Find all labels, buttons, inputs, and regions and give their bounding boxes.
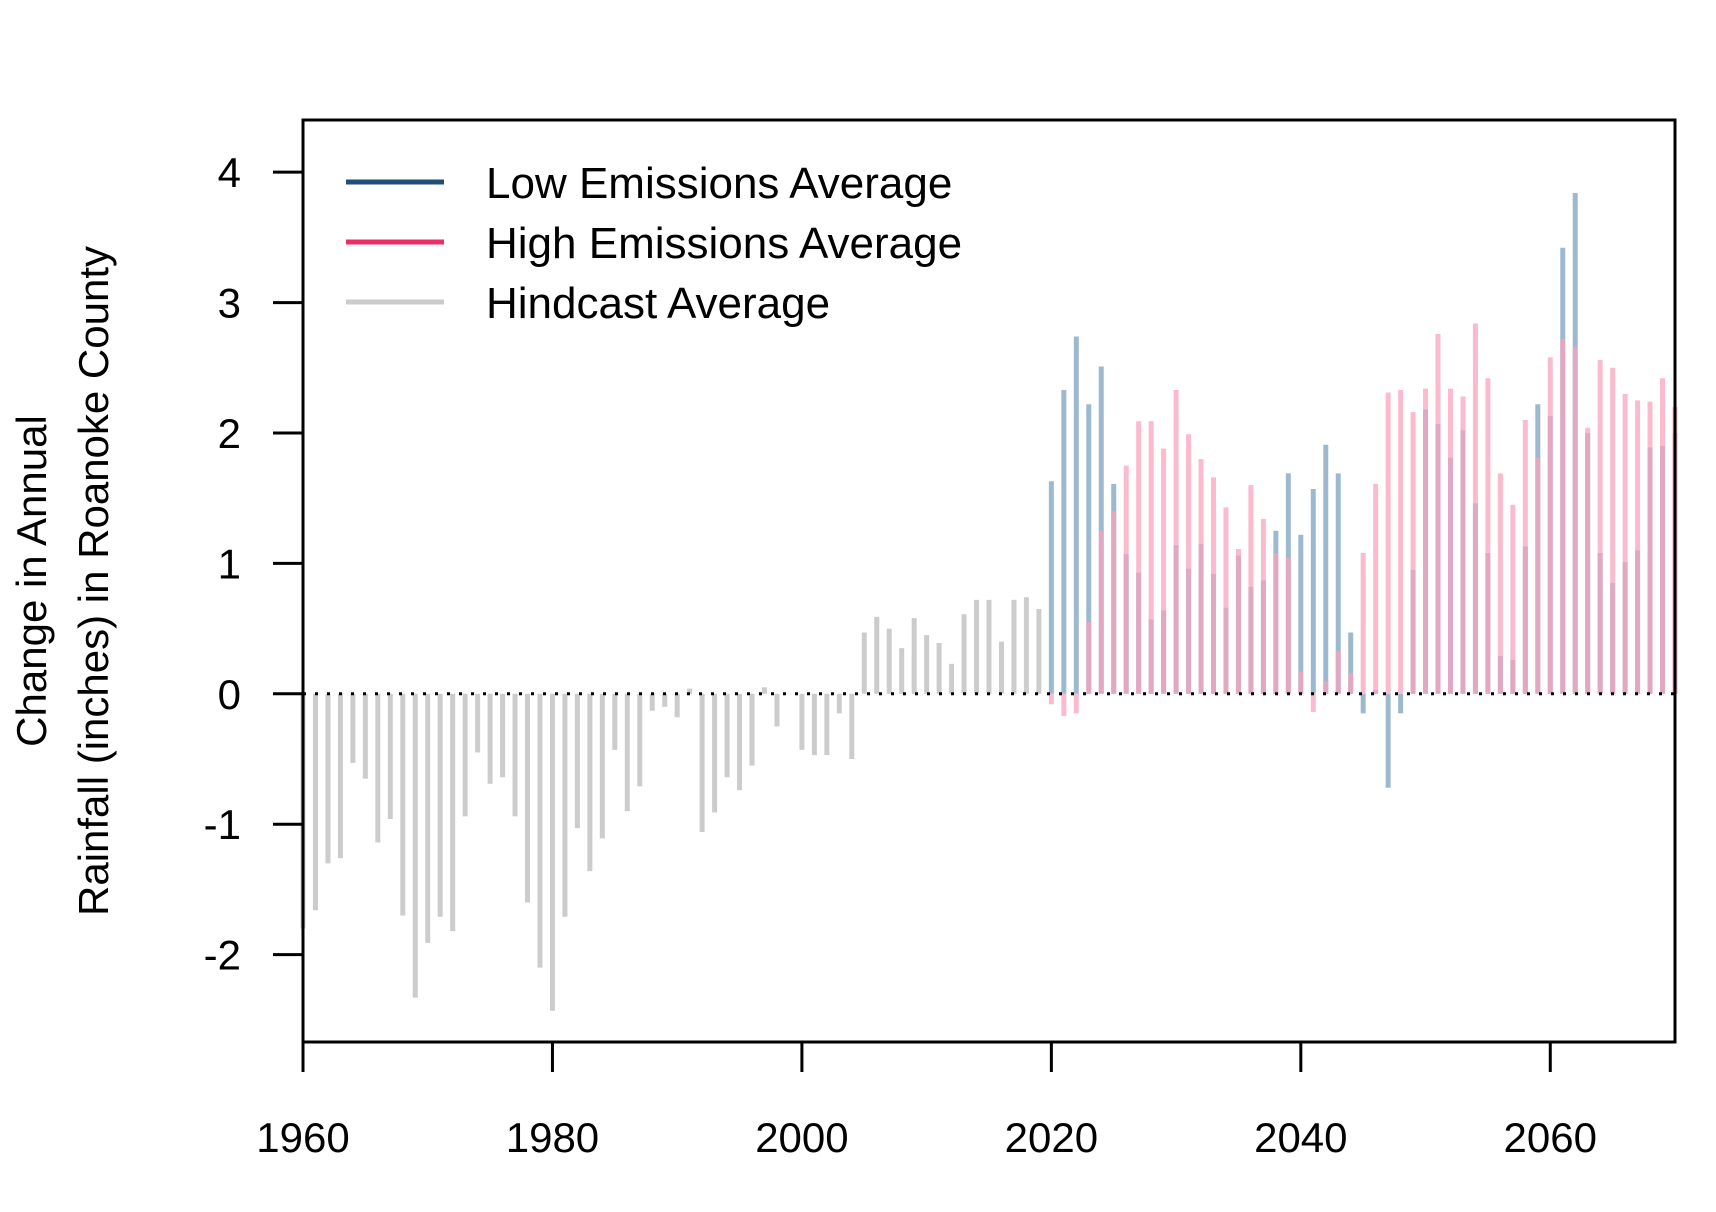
high-emissions-bars bbox=[1048, 323, 1678, 716]
y-tick-label-2: 2 bbox=[218, 410, 241, 457]
x-tick-label-1980: 1980 bbox=[506, 1114, 599, 1161]
y-tick-label-1: 1 bbox=[218, 540, 241, 587]
x-tick-label-1960: 1960 bbox=[256, 1114, 349, 1161]
y-tick-label--1: -1 bbox=[204, 801, 241, 848]
y-axis-label-line1: Change in Annual bbox=[8, 415, 55, 747]
y-axis-label: Change in Annual Rainfall (inches) in Ro… bbox=[8, 246, 117, 916]
hindcast-bars bbox=[300, 597, 1042, 1011]
y-tick-label-3: 3 bbox=[218, 280, 241, 327]
legend-label-high-emissions: High Emissions Average bbox=[486, 219, 962, 268]
low-emissions-bars bbox=[1048, 193, 1678, 788]
legend-label-low-emissions: Low Emissions Average bbox=[486, 159, 952, 208]
x-tick-label-2000: 2000 bbox=[755, 1114, 848, 1161]
y-tick-label-0: 0 bbox=[218, 671, 241, 718]
legend: Low Emissions Average High Emissions Ave… bbox=[346, 159, 962, 328]
x-tick-label-2060: 2060 bbox=[1504, 1114, 1597, 1161]
y-tick-label-4: 4 bbox=[218, 149, 241, 196]
x-tick-label-2020: 2020 bbox=[1005, 1114, 1098, 1161]
legend-label-hindcast: Hindcast Average bbox=[486, 279, 830, 328]
y-axis-label-line2: Rainfall (inches) in Roanoke County bbox=[70, 246, 117, 916]
x-axis: 1960 1980 2000 2020 2040 2060 bbox=[256, 1040, 1597, 1161]
y-axis: -2 -1 0 1 2 3 4 bbox=[204, 149, 305, 979]
x-tick-label-2040: 2040 bbox=[1254, 1114, 1347, 1161]
y-tick-label--2: -2 bbox=[204, 932, 241, 979]
